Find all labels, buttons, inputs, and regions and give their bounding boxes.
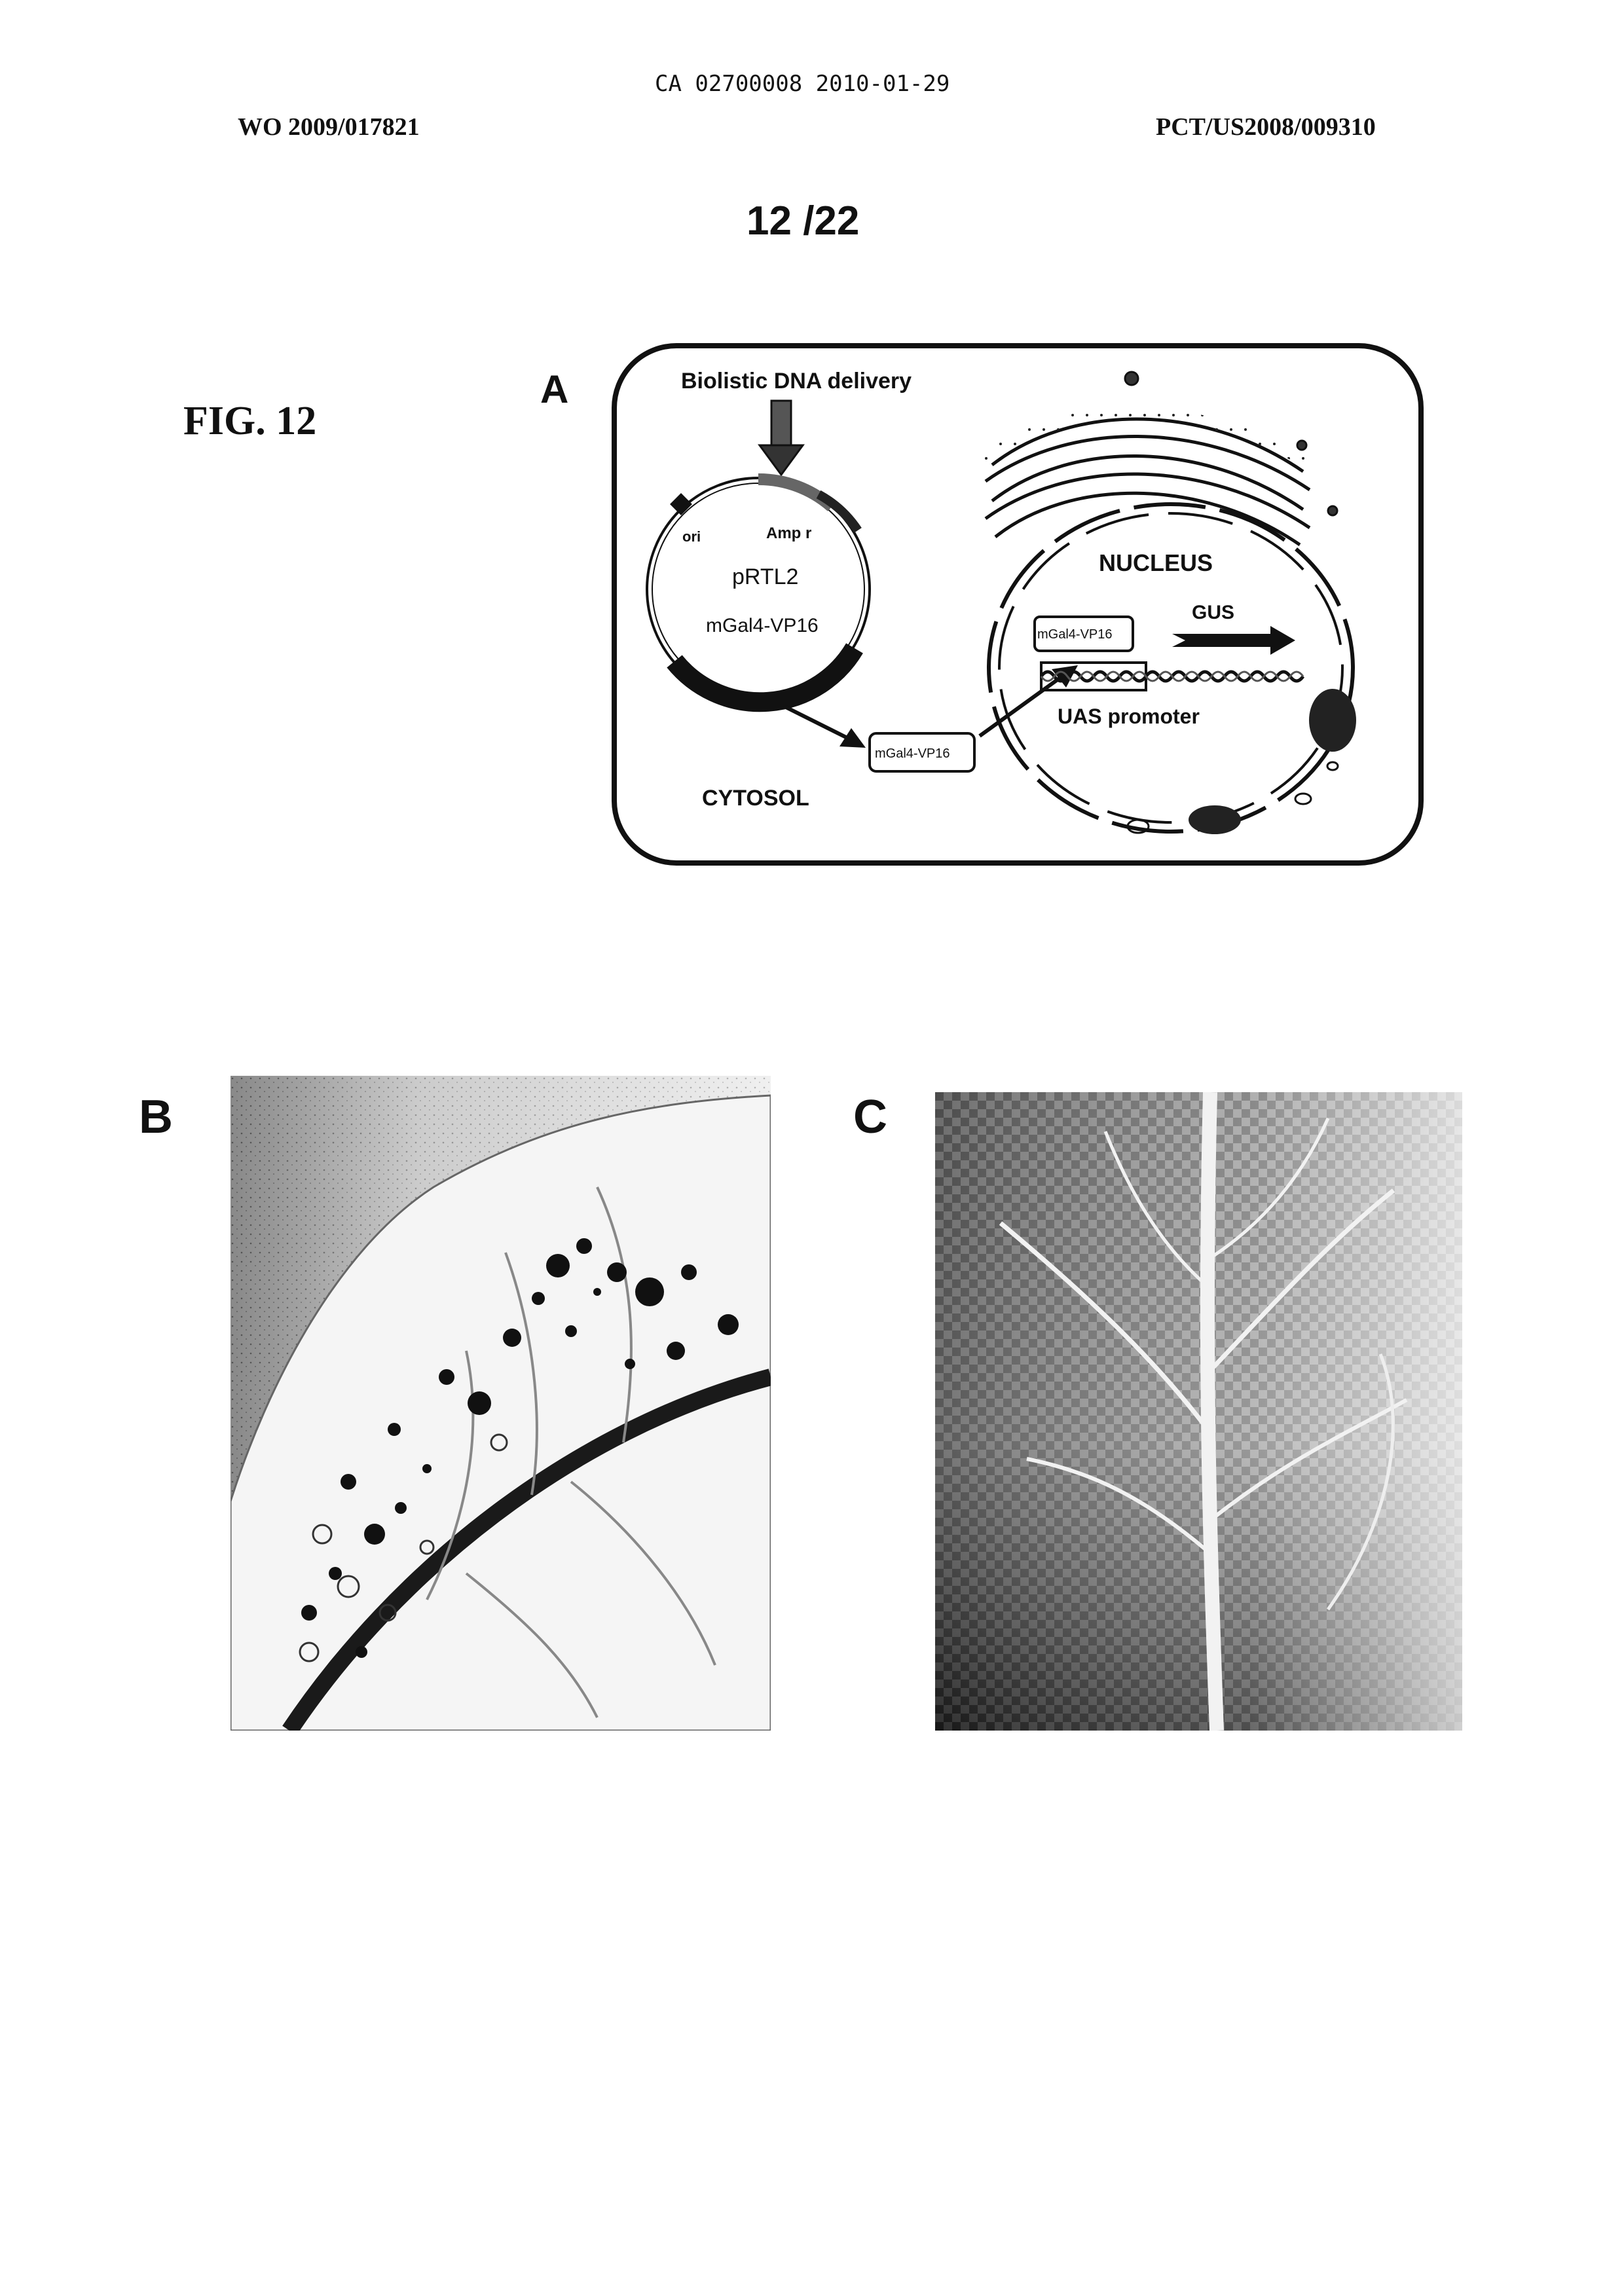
panel-c-leaf-photo [935, 1092, 1462, 1731]
figure-label: FIG. 12 [183, 398, 316, 445]
uas-promoter-label: UAS promoter [1058, 705, 1200, 728]
panel-a-letter: A [540, 367, 568, 412]
sheet-number: 12 /22 [747, 198, 859, 244]
ca-document-number: CA 02700008 2010-01-29 [655, 71, 950, 97]
arrow-plasmid-to-cytosol [786, 707, 866, 748]
cytosol-label: CYTOSOL [702, 786, 809, 811]
plasmid-name: pRTL2 [732, 564, 798, 589]
gus-label: GUS [1192, 602, 1234, 623]
plasmid-gene: mGal4-VP16 [706, 615, 819, 636]
gus-gene-arrow [1172, 626, 1295, 655]
panel-b-letter: B [139, 1090, 173, 1144]
panel-c-letter: C [853, 1090, 887, 1144]
wo-publication-number: WO 2009/017821 [238, 113, 420, 141]
nucleus-protein-label: mGal4-VP16 [1037, 627, 1113, 642]
delivery-arrow [760, 401, 803, 475]
nucleus-label: NUCLEUS [1099, 549, 1213, 576]
delivery-label: Biolistic DNA delivery [681, 369, 912, 394]
plasmid-ori: ori [682, 528, 701, 545]
panel-b-leaf-photo [231, 1076, 771, 1731]
plasmid-amp: Amp r [766, 524, 811, 542]
cytosol-protein-label: mGal4-VP16 [875, 746, 950, 761]
pct-application-number: PCT/US2008/009310 [1156, 113, 1376, 141]
plasmid-prtl2 [647, 478, 870, 702]
panel-a-diagram: Biolistic DNA delivery ori Amp r pRTL2 m… [609, 340, 1428, 871]
